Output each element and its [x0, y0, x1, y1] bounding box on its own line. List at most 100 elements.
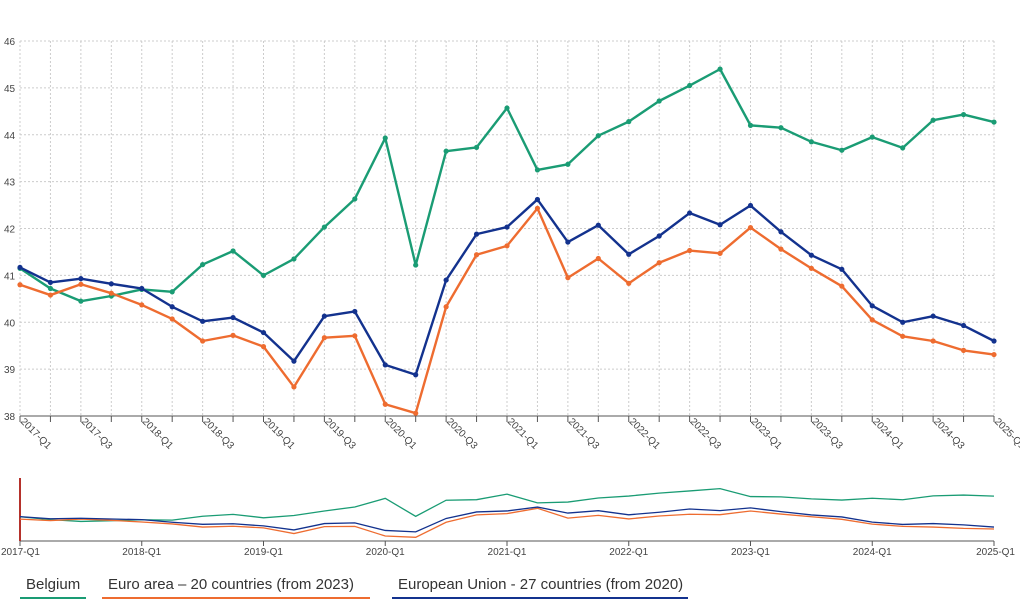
data-point[interactable]: [47, 279, 54, 286]
data-point[interactable]: [687, 82, 693, 89]
data-point[interactable]: [991, 338, 997, 344]
data-point[interactable]: [869, 134, 875, 140]
data-point[interactable]: [413, 262, 419, 268]
data-point[interactable]: [808, 265, 814, 271]
data-point[interactable]: [169, 289, 175, 295]
data-point[interactable]: [595, 255, 601, 262]
data-point[interactable]: [717, 66, 723, 72]
data-point[interactable]: [869, 303, 875, 309]
data-point[interactable]: [717, 222, 723, 228]
data-point[interactable]: [47, 292, 54, 298]
data-point[interactable]: [778, 229, 784, 235]
data-point[interactable]: [443, 304, 449, 310]
data-point[interactable]: [534, 167, 541, 173]
data-point[interactable]: [747, 224, 754, 231]
data-point[interactable]: [413, 372, 419, 378]
data-point[interactable]: [504, 224, 510, 230]
data-point[interactable]: [565, 275, 571, 281]
series-2[interactable]: [17, 196, 997, 378]
data-point[interactable]: [382, 401, 388, 407]
data-point[interactable]: [808, 139, 814, 145]
data-point[interactable]: [960, 322, 967, 329]
data-point[interactable]: [200, 318, 206, 324]
series-1[interactable]: [17, 205, 997, 416]
data-point[interactable]: [504, 243, 510, 249]
data-point[interactable]: [991, 119, 997, 125]
data-point[interactable]: [321, 313, 327, 319]
data-point[interactable]: [443, 148, 449, 154]
data-point[interactable]: [778, 246, 784, 252]
data-point[interactable]: [230, 332, 236, 338]
data-point[interactable]: [930, 338, 936, 344]
data-point[interactable]: [960, 111, 967, 118]
data-point[interactable]: [108, 290, 114, 296]
data-point[interactable]: [382, 135, 388, 141]
data-point[interactable]: [960, 347, 967, 353]
data-point[interactable]: [565, 161, 571, 167]
data-point[interactable]: [291, 358, 297, 364]
data-point[interactable]: [78, 298, 84, 304]
data-point[interactable]: [321, 224, 327, 230]
data-point[interactable]: [626, 280, 632, 286]
data-point[interactable]: [230, 248, 236, 254]
data-point[interactable]: [900, 319, 906, 325]
data-point[interactable]: [78, 276, 84, 282]
data-point[interactable]: [991, 351, 997, 358]
legend-item-euro-area[interactable]: Euro area – 20 countries (from 2023): [102, 572, 370, 599]
data-point[interactable]: [230, 314, 236, 321]
data-point[interactable]: [17, 282, 23, 288]
data-point[interactable]: [839, 266, 845, 272]
data-point[interactable]: [839, 283, 845, 289]
data-point[interactable]: [169, 304, 175, 310]
data-point[interactable]: [839, 147, 845, 153]
data-point[interactable]: [930, 313, 936, 319]
data-point[interactable]: [747, 202, 754, 209]
navigator-left-handle[interactable]: [19, 478, 21, 541]
data-point[interactable]: [473, 252, 480, 258]
data-point[interactable]: [900, 333, 906, 339]
data-point[interactable]: [687, 247, 693, 254]
data-point[interactable]: [260, 344, 267, 350]
navigator[interactable]: 2017-Q1 2018-Q1 2019-Q1 2020-Q1 2021-Q1 2022-…: [1, 478, 1015, 558]
data-point[interactable]: [139, 285, 145, 292]
data-point[interactable]: [200, 338, 206, 344]
data-point[interactable]: [260, 272, 267, 278]
data-point[interactable]: [321, 335, 327, 341]
data-point[interactable]: [656, 233, 662, 239]
data-point[interactable]: [626, 251, 632, 257]
data-point[interactable]: [78, 281, 84, 287]
data-point[interactable]: [504, 105, 510, 111]
data-point[interactable]: [473, 231, 480, 237]
data-point[interactable]: [352, 308, 358, 315]
data-point[interactable]: [108, 281, 114, 287]
data-point[interactable]: [656, 98, 662, 104]
data-point[interactable]: [382, 362, 388, 368]
data-point[interactable]: [260, 329, 267, 336]
data-point[interactable]: [139, 302, 145, 308]
data-point[interactable]: [473, 144, 480, 151]
data-point[interactable]: [352, 333, 358, 339]
data-point[interactable]: [291, 256, 297, 262]
data-point[interactable]: [900, 145, 906, 151]
data-point[interactable]: [169, 316, 175, 322]
data-point[interactable]: [808, 252, 814, 258]
data-point[interactable]: [626, 119, 632, 125]
data-point[interactable]: [717, 250, 723, 256]
data-point[interactable]: [47, 285, 54, 292]
data-point[interactable]: [687, 210, 693, 216]
data-point[interactable]: [443, 277, 449, 283]
data-point[interactable]: [534, 196, 541, 203]
data-point[interactable]: [869, 317, 875, 323]
data-point[interactable]: [352, 196, 358, 202]
data-point[interactable]: [200, 261, 206, 268]
data-point[interactable]: [747, 122, 754, 128]
data-point[interactable]: [778, 125, 784, 131]
data-point[interactable]: [595, 222, 601, 228]
data-point[interactable]: [413, 410, 419, 416]
data-point[interactable]: [930, 117, 936, 123]
data-point[interactable]: [17, 264, 23, 271]
data-point[interactable]: [565, 239, 571, 245]
legend-item-european-union[interactable]: European Union - 27 countries (from 2020…: [392, 572, 688, 599]
data-point[interactable]: [534, 205, 541, 211]
data-point[interactable]: [656, 260, 662, 266]
